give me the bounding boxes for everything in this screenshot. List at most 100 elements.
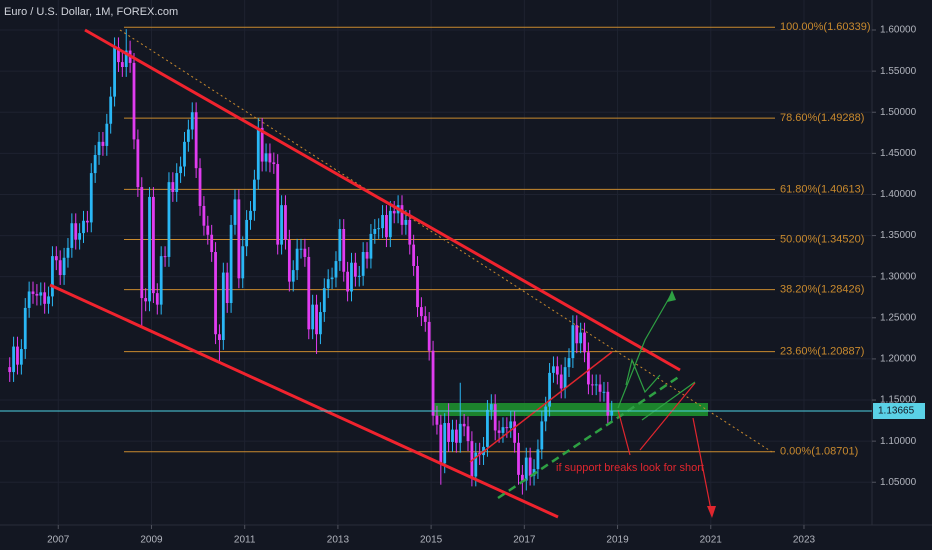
candle-body	[350, 262, 353, 292]
candle-body	[416, 265, 419, 308]
candle-body	[179, 166, 183, 174]
candle-body	[19, 349, 23, 365]
support-line	[497, 374, 681, 500]
candle-body	[357, 275, 361, 277]
candle-body	[400, 205, 404, 225]
drawings	[49, 28, 773, 519]
candle-body	[435, 415, 439, 425]
candle-body	[513, 421, 517, 443]
candle-body	[16, 346, 19, 365]
candle-body	[284, 205, 287, 240]
candle-body	[206, 225, 210, 235]
candle-body	[575, 325, 579, 344]
candle-body	[342, 228, 346, 272]
support-zone	[433, 403, 708, 416]
candle-body	[346, 271, 350, 292]
candle-body	[447, 423, 450, 442]
x-tick-label: 2023	[793, 535, 816, 546]
candle-body	[280, 205, 283, 245]
candle-body	[544, 406, 548, 422]
candle-body	[113, 47, 116, 97]
candle-body	[470, 441, 474, 477]
candle-body	[256, 127, 260, 180]
candle-body	[210, 234, 214, 253]
candle-body	[54, 256, 58, 261]
candle-body	[458, 423, 462, 443]
candle-body	[152, 196, 155, 294]
fib-label: 100.00%(1.60339)	[780, 21, 871, 33]
candle-body	[186, 129, 190, 142]
candle-body	[183, 141, 186, 167]
candle-body	[190, 112, 194, 130]
candle-body	[163, 256, 167, 258]
candle-body	[109, 96, 113, 124]
candle-body	[555, 366, 559, 375]
candle-body	[594, 384, 598, 386]
candle-body	[260, 127, 264, 162]
candle-body	[82, 220, 85, 234]
x-tick-label: 2019	[606, 535, 629, 546]
candle-body	[548, 372, 551, 407]
candle-body	[307, 256, 311, 330]
candle-body	[330, 277, 334, 280]
candle-body	[132, 62, 136, 140]
candle-body	[245, 219, 249, 247]
candle-body	[524, 457, 528, 481]
candle-body	[198, 168, 202, 206]
candle-body	[43, 292, 47, 304]
last-price-box	[873, 402, 925, 419]
candle-body	[97, 141, 101, 155]
candle-body	[148, 196, 151, 302]
y-tick-label: 1.55000	[880, 66, 917, 77]
candle-body	[439, 424, 443, 464]
candle-body	[583, 332, 586, 353]
candle-body	[105, 123, 109, 146]
candle-body	[78, 233, 82, 240]
fib-label: 50.00%(1.34520)	[780, 233, 864, 245]
candle-body	[241, 246, 245, 279]
candle-body	[117, 47, 120, 63]
y-tick-label: 1.10000	[880, 436, 917, 447]
arrow	[617, 292, 673, 409]
candle-body	[520, 474, 524, 481]
candle-body	[12, 346, 15, 373]
candle-body	[501, 427, 505, 433]
arrow	[617, 409, 631, 456]
candle-body	[322, 288, 326, 313]
candle-body	[385, 215, 388, 238]
fib-label: 61.80%(1.40613)	[780, 183, 864, 195]
candle-body	[443, 423, 447, 464]
candle-body	[373, 228, 377, 234]
candle-body	[559, 374, 563, 389]
annotation: if support breaks look for short	[556, 462, 704, 474]
candle-body	[509, 421, 513, 428]
candle-body	[159, 256, 163, 305]
candle-body	[233, 199, 237, 225]
candle-body	[58, 260, 62, 276]
inner-line	[469, 351, 613, 463]
candle-body	[155, 293, 159, 305]
y-tick-label: 1.50000	[880, 107, 917, 118]
candle-body	[101, 141, 105, 146]
candle-body	[489, 404, 493, 410]
candle-body	[171, 182, 175, 192]
candle-body	[365, 252, 369, 259]
candle-body	[39, 292, 43, 296]
arrowhead	[707, 506, 716, 518]
candle-body	[319, 312, 322, 335]
x-tick-label: 2017	[513, 535, 536, 546]
candle-body	[31, 291, 35, 294]
candle-body	[23, 307, 27, 350]
candle-body	[202, 205, 206, 226]
candle-body	[334, 261, 338, 278]
candle-body	[287, 239, 291, 282]
fib-label: 23.60%(1.20887)	[780, 346, 864, 358]
channel-top	[84, 28, 681, 372]
candle-body	[8, 367, 12, 373]
arrow	[692, 417, 713, 516]
candle-body	[602, 391, 606, 393]
candle-body	[338, 228, 342, 262]
candle-body	[311, 304, 315, 330]
candle-body	[466, 426, 470, 442]
